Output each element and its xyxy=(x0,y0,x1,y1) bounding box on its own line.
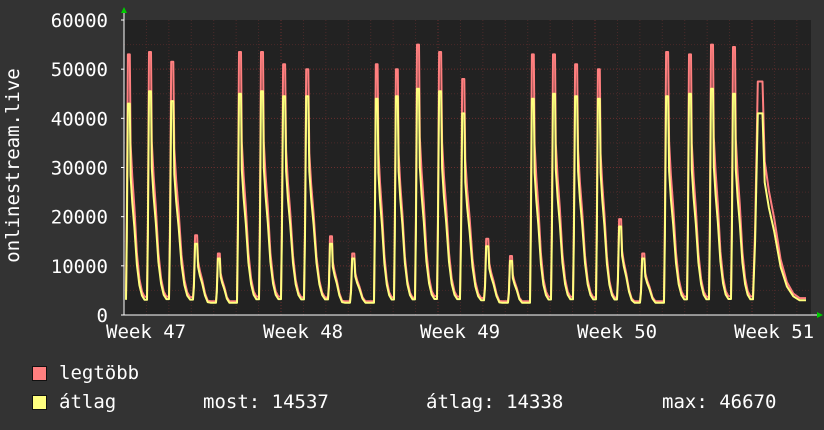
series-line-max xyxy=(125,43,806,303)
tick-labels: 0 10000 20000 30000 40000 50000 60000 Week 47 We… xyxy=(2,10,814,343)
axes xyxy=(121,7,823,318)
y-tick-label: 10000 xyxy=(51,256,108,278)
x-tick-label: Week 51 xyxy=(734,321,814,343)
x-tick-label: Week 49 xyxy=(420,321,500,343)
legend-label-avg: átlag xyxy=(59,391,117,413)
stat-maximum: max: 46670 xyxy=(662,391,777,413)
stat-average: átlag: 14338 xyxy=(426,391,564,413)
legend-item-max: legtöbb xyxy=(32,362,139,384)
x-tick-label: Week 47 xyxy=(106,321,186,343)
legend-item-avg: átlag xyxy=(32,391,116,413)
y-tick-label: 20000 xyxy=(51,207,108,229)
x-tick-label: Week 48 xyxy=(263,321,343,343)
series-layer xyxy=(125,43,806,304)
stat-current: most: 14537 xyxy=(203,391,329,413)
legend-swatch-max xyxy=(32,365,47,381)
y-axis-arrow xyxy=(121,7,127,13)
chart-svg: 0 10000 20000 30000 40000 50000 60000 Week 47 We… xyxy=(2,7,823,343)
legend-label-max: legtöbb xyxy=(59,362,140,384)
y-tick-label: 0 xyxy=(97,305,108,327)
y-tick-label: 40000 xyxy=(51,108,108,130)
x-tick-label: Week 50 xyxy=(577,321,657,343)
y-tick-label: 30000 xyxy=(51,158,108,180)
y-axis-label: onlinestream.live xyxy=(2,68,24,262)
legend-swatch-avg xyxy=(32,394,47,410)
y-tick-label: 50000 xyxy=(51,59,108,81)
x-axis-arrow xyxy=(817,312,823,318)
series-line-avg xyxy=(125,87,806,304)
y-tick-label: 60000 xyxy=(51,10,108,32)
